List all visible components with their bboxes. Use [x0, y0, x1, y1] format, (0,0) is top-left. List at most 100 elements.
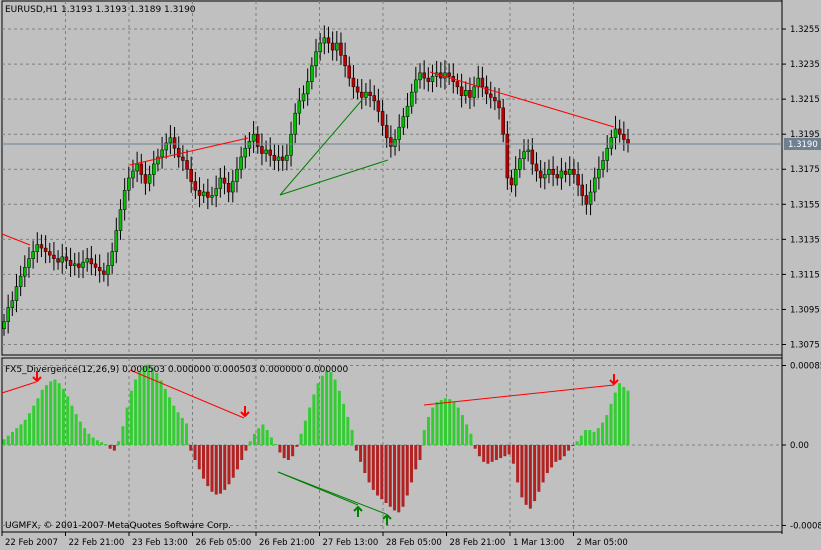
- bullish-candle: [588, 191, 593, 205]
- histogram-bar: [125, 407, 129, 445]
- histogram-bar: [397, 445, 401, 513]
- bullish-candle: [210, 195, 214, 198]
- bullish-candle: [605, 147, 609, 161]
- bearish-candle: [422, 72, 426, 79]
- bearish-candle: [97, 267, 102, 272]
- histogram-bar: [524, 445, 528, 505]
- time-tick-label: 28 Feb 21:00: [450, 538, 506, 548]
- histogram-bar: [380, 445, 384, 500]
- bearish-candle: [343, 55, 347, 67]
- histogram-bar: [240, 445, 244, 460]
- bearish-candle: [52, 254, 56, 259]
- histogram-bar: [87, 433, 91, 445]
- bullish-candle: [110, 251, 114, 266]
- current-price-label: 1.3190: [788, 140, 818, 150]
- bullish-candle: [114, 230, 119, 252]
- bullish-candle: [464, 90, 468, 96]
- bullish-candle: [201, 191, 206, 196]
- histogram-bar: [100, 442, 104, 445]
- histogram-bar: [36, 398, 40, 445]
- bullish-candle: [264, 149, 268, 154]
- bullish-candle: [231, 181, 235, 193]
- histogram-bar: [269, 437, 273, 445]
- histogram-bar: [151, 367, 155, 445]
- histogram-bar: [185, 423, 189, 445]
- bullish-candle: [318, 42, 322, 53]
- bearish-candle: [68, 260, 73, 266]
- histogram-bar: [439, 400, 443, 445]
- histogram-bar: [129, 390, 133, 445]
- histogram-bar: [477, 445, 481, 457]
- histogram-bar: [235, 445, 239, 470]
- histogram-bar: [567, 445, 571, 451]
- bearish-candle: [339, 42, 343, 56]
- histogram-bar: [10, 431, 14, 445]
- bearish-candle: [189, 168, 193, 182]
- price-tick-label: 1.3175: [790, 165, 820, 175]
- time-tick-label: 27 Feb 13:00: [323, 538, 379, 548]
- price-panel[interactable]: [1, 0, 783, 356]
- histogram-bar: [410, 445, 414, 483]
- histogram-bar: [49, 381, 53, 445]
- histogram-bar: [202, 445, 206, 479]
- histogram-bar: [197, 445, 201, 470]
- bullish-candle: [122, 190, 127, 210]
- time-tick-label: 26 Feb 05:00: [196, 538, 252, 548]
- bearish-candle: [181, 156, 185, 161]
- histogram-bar: [384, 445, 388, 503]
- bullish-candle: [6, 307, 10, 322]
- histogram-bar: [452, 401, 456, 445]
- histogram-bar: [511, 445, 515, 464]
- bullish-candle: [285, 154, 289, 161]
- bearish-candle: [176, 147, 181, 158]
- bearish-candle: [626, 139, 630, 144]
- histogram-bar: [473, 445, 477, 449]
- bullish-candle: [156, 156, 160, 165]
- bullish-candle: [14, 286, 19, 301]
- histogram-bar: [303, 420, 307, 445]
- bearish-candle: [56, 258, 60, 263]
- bullish-candle: [418, 72, 422, 81]
- histogram-bar: [333, 379, 337, 445]
- histogram-bar: [482, 445, 486, 462]
- histogram-bar: [516, 445, 520, 483]
- histogram-bar: [176, 412, 180, 445]
- histogram-bar: [53, 379, 57, 445]
- bearish-candle: [555, 174, 560, 179]
- histogram-bar: [189, 445, 193, 451]
- bullish-candle: [472, 86, 476, 98]
- arrow-down-icon: [240, 406, 250, 418]
- histogram-bar: [393, 445, 397, 511]
- histogram-bar: [359, 445, 363, 462]
- histogram-bar: [431, 407, 435, 445]
- bearish-candle: [563, 170, 568, 175]
- price-trendline-5: [429, 71, 615, 128]
- histogram-bar: [142, 366, 146, 445]
- bearish-candle: [272, 154, 277, 161]
- histogram-bar: [112, 445, 116, 451]
- bearish-candle: [580, 184, 584, 196]
- histogram-bar: [227, 445, 231, 485]
- histogram-bar: [405, 445, 409, 496]
- histogram-bar: [57, 383, 61, 445]
- bullish-candle: [393, 139, 397, 147]
- histogram-bar: [274, 444, 278, 446]
- indicator-trendline-4: [277, 471, 387, 515]
- bullish-candle: [18, 275, 23, 287]
- bullish-candle: [2, 321, 6, 329]
- bearish-candle: [206, 191, 210, 198]
- bullish-candle: [518, 158, 522, 170]
- bearish-candle: [459, 86, 464, 96]
- bullish-candle: [243, 147, 248, 158]
- histogram-bar: [244, 445, 248, 451]
- bearish-candle: [39, 244, 44, 249]
- bullish-candle: [135, 163, 139, 172]
- bearish-candle: [384, 125, 389, 138]
- bearish-candle: [509, 177, 514, 186]
- histogram-bar: [558, 445, 562, 460]
- histogram-bar: [422, 430, 426, 445]
- bullish-candle: [218, 177, 223, 189]
- histogram-bar: [104, 444, 108, 446]
- histogram-bar: [134, 379, 138, 445]
- indicator-trendline-1: [1, 381, 37, 394]
